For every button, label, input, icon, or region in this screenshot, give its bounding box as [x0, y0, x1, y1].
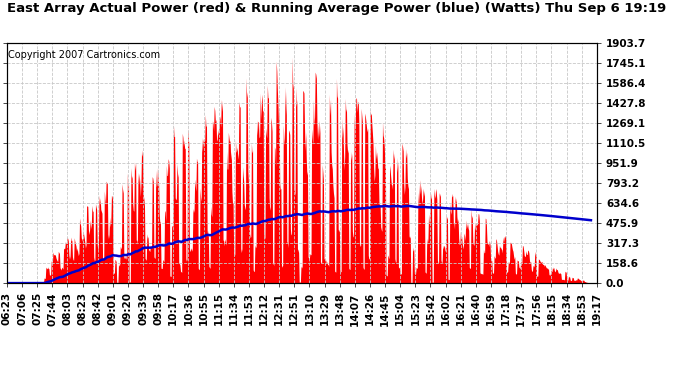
- Text: Copyright 2007 Cartronics.com: Copyright 2007 Cartronics.com: [8, 50, 160, 60]
- Text: East Array Actual Power (red) & Running Average Power (blue) (Watts) Thu Sep 6 1: East Array Actual Power (red) & Running …: [7, 2, 666, 15]
